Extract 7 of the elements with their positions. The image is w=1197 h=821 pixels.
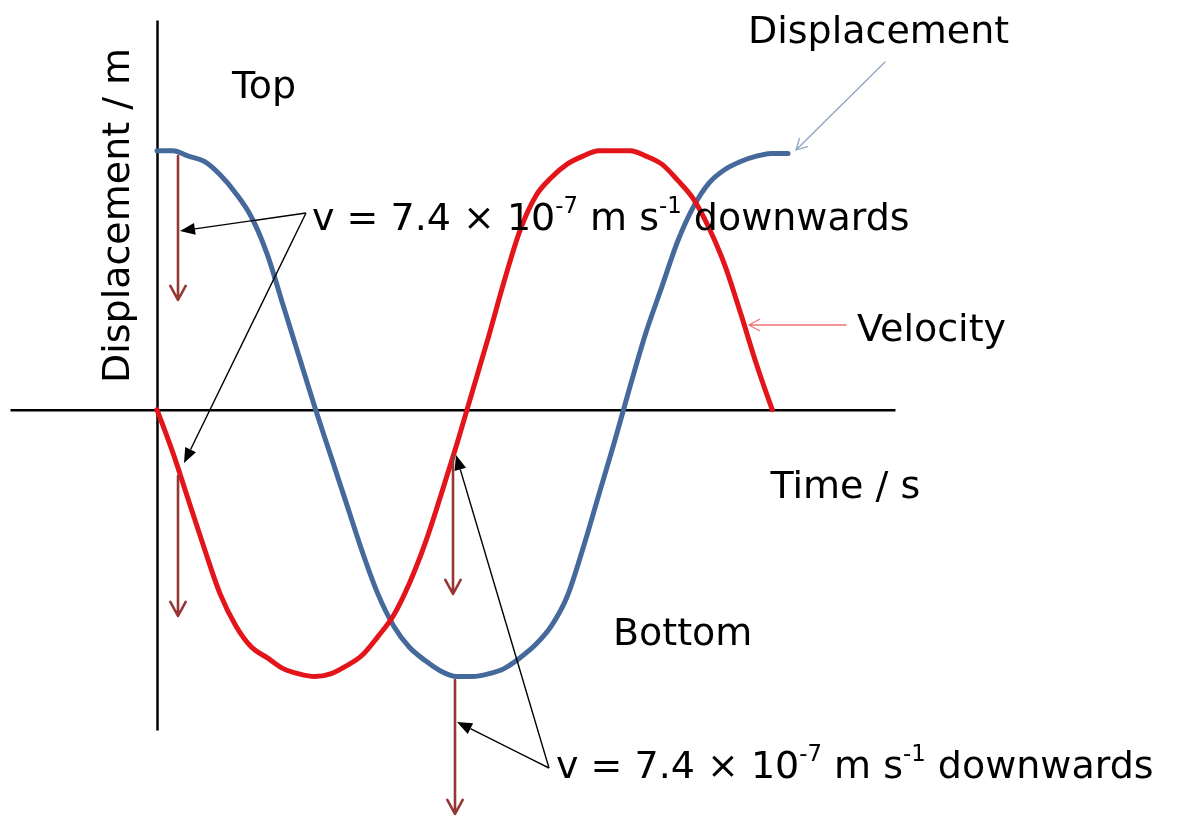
x-axis-title: Time / s — [769, 463, 921, 508]
text: Displacement — [748, 8, 1010, 52]
y-axis-title: Displacement / m — [93, 47, 138, 384]
text: v = 7.4 × 10$^{-7}$ m s$^{-1}$ downwards — [556, 739, 1154, 787]
text: Top — [232, 63, 297, 107]
text: Velocity — [857, 306, 1007, 350]
annotation: Bottom — [613, 610, 753, 654]
